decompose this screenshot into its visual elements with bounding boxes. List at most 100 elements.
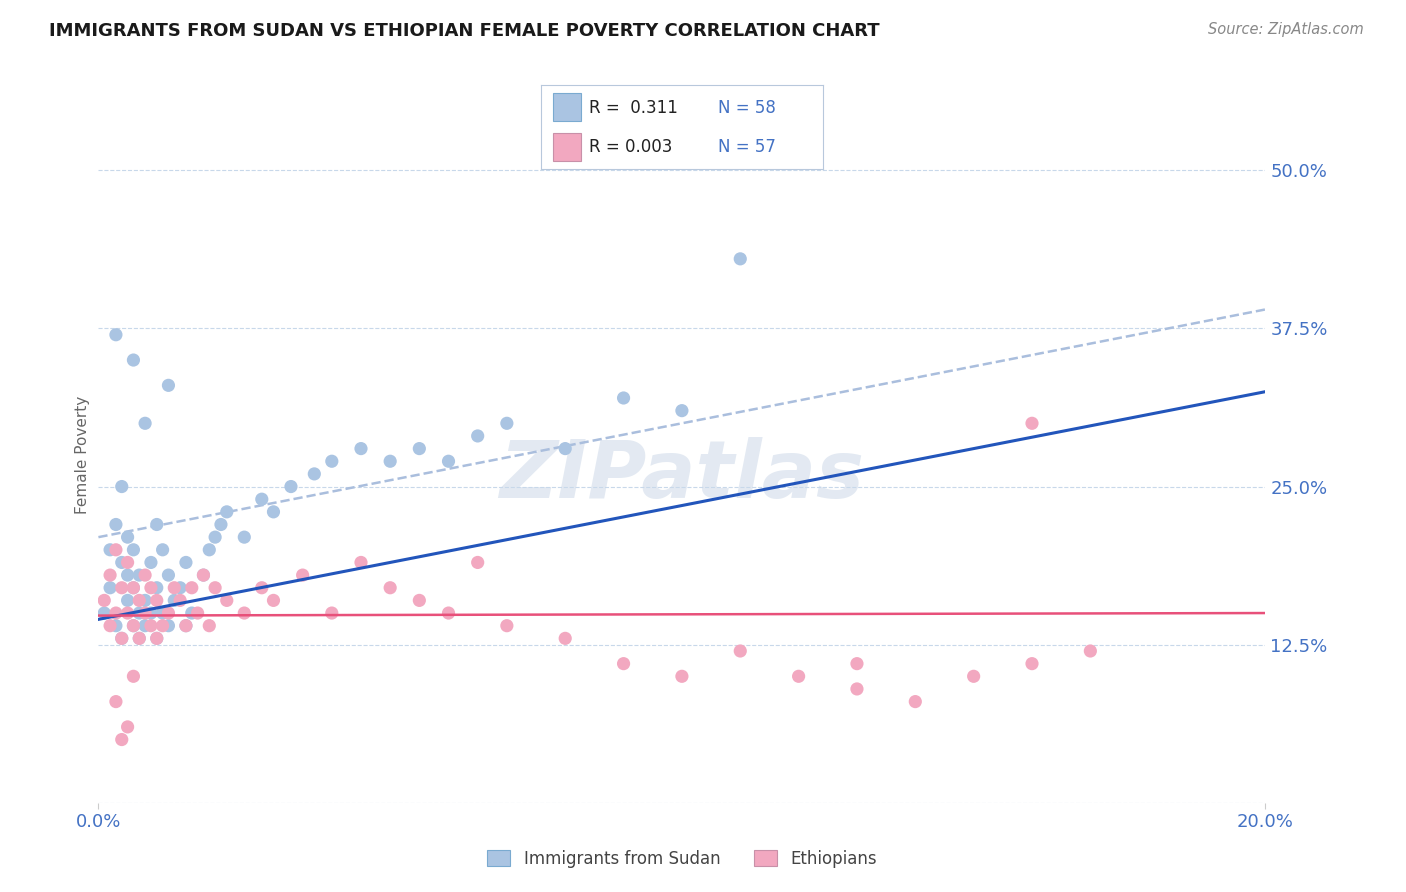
Point [845, 657, 868, 671]
Point [111, 632, 134, 646]
Point [198, 542, 221, 557]
Text: N = 57: N = 57 [718, 137, 776, 155]
Point [117, 530, 139, 544]
Text: N = 58: N = 58 [718, 99, 776, 117]
Point [134, 593, 156, 607]
Point [111, 556, 134, 570]
Point [209, 517, 232, 532]
Bar [553, 133, 581, 161]
Point [671, 403, 693, 417]
Point [215, 593, 238, 607]
Point [1021, 417, 1043, 431]
Point [134, 618, 156, 632]
Text: ZIPatlas: ZIPatlas [499, 437, 865, 515]
Text: R = 0.003: R = 0.003 [589, 137, 672, 155]
Point [98, 618, 121, 632]
Point [117, 556, 139, 570]
Point [98, 542, 121, 557]
Point [193, 568, 215, 582]
Point [437, 454, 460, 468]
Point [122, 353, 145, 368]
Point [152, 618, 174, 632]
Point [98, 581, 121, 595]
Point [122, 618, 145, 632]
Point [467, 429, 489, 443]
Point [280, 479, 302, 493]
Point [117, 606, 139, 620]
Point [728, 644, 751, 658]
Point [378, 581, 402, 595]
Point [104, 695, 127, 709]
Point [408, 442, 430, 456]
Point [169, 581, 191, 595]
Point [128, 593, 150, 607]
Point [1080, 644, 1102, 658]
Point [350, 442, 373, 456]
Text: IMMIGRANTS FROM SUDAN VS ETHIOPIAN FEMALE POVERTY CORRELATION CHART: IMMIGRANTS FROM SUDAN VS ETHIOPIAN FEMAL… [49, 22, 880, 40]
Point [157, 618, 180, 632]
Point [111, 732, 134, 747]
Point [122, 542, 145, 557]
Point [495, 417, 517, 431]
Point [233, 606, 256, 620]
Point [134, 568, 156, 582]
Point [146, 581, 169, 595]
Point [128, 606, 150, 620]
Point [204, 581, 226, 595]
Point [117, 568, 139, 582]
Point [98, 568, 121, 582]
Point [321, 606, 343, 620]
Point [134, 606, 156, 620]
Point [146, 632, 169, 646]
Point [104, 517, 127, 532]
Point [671, 669, 693, 683]
Point [117, 720, 139, 734]
Point [904, 695, 927, 709]
Point [157, 568, 180, 582]
Point [93, 593, 115, 607]
Point [157, 378, 180, 392]
Point [215, 505, 238, 519]
Point [93, 606, 115, 620]
Point [104, 606, 127, 620]
Point [128, 632, 150, 646]
Point [495, 618, 517, 632]
Point [612, 657, 634, 671]
Point [787, 669, 810, 683]
Point [180, 606, 202, 620]
Point [250, 581, 273, 595]
Point [408, 593, 430, 607]
Point [157, 606, 180, 620]
Point [612, 391, 634, 405]
Point [104, 327, 127, 342]
Point [139, 618, 162, 632]
Point [350, 556, 373, 570]
Point [174, 556, 197, 570]
Point [104, 542, 127, 557]
Point [146, 517, 169, 532]
Point [139, 581, 162, 595]
Point [117, 593, 139, 607]
Point [139, 606, 162, 620]
Point [554, 632, 576, 646]
Legend: Immigrants from Sudan, Ethiopians: Immigrants from Sudan, Ethiopians [481, 843, 883, 874]
Y-axis label: Female Poverty: Female Poverty [75, 396, 90, 514]
Bar [553, 93, 581, 121]
Point [146, 593, 169, 607]
Point [122, 581, 145, 595]
Point [962, 669, 984, 683]
Point [193, 568, 215, 582]
Point [321, 454, 343, 468]
Point [845, 681, 868, 696]
Point [111, 581, 134, 595]
Point [163, 581, 186, 595]
Point [554, 442, 576, 456]
Point [152, 542, 174, 557]
Point [291, 568, 314, 582]
Point [204, 530, 226, 544]
Point [250, 492, 273, 507]
Point [152, 606, 174, 620]
Point [262, 593, 284, 607]
Point [128, 568, 150, 582]
Point [169, 593, 191, 607]
